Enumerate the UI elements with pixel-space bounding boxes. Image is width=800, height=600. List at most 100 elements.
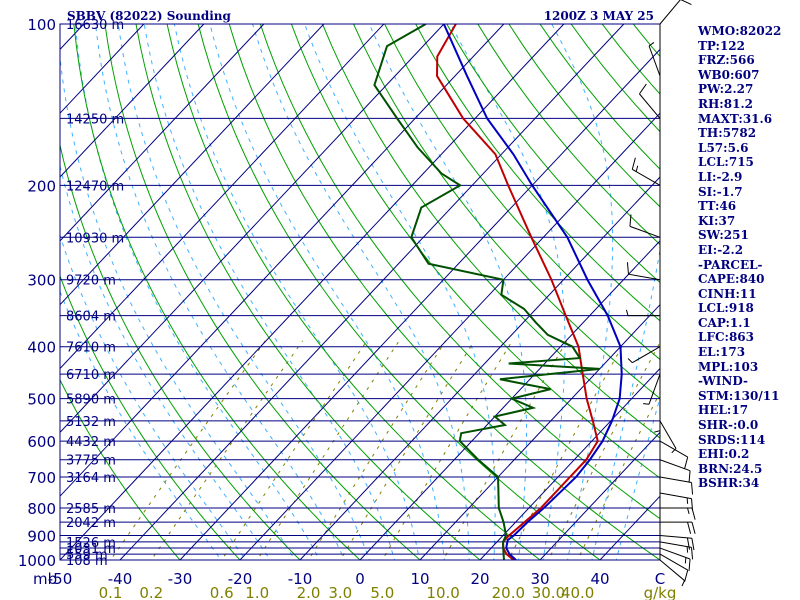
index-item: MPL:103 — [698, 359, 759, 374]
height-label: 108 m — [66, 554, 108, 569]
temperature-tick-label: -50 — [48, 570, 73, 588]
wind-barb — [659, 534, 695, 551]
isotherm — [119, 24, 625, 560]
moist-adiabat — [173, 24, 420, 560]
index-item: BRN:24.5 — [698, 461, 763, 476]
wind-barb — [631, 157, 661, 186]
wind-barb — [643, 373, 661, 405]
wind-barb-staff — [659, 440, 688, 458]
temperature-tick-label: -10 — [288, 570, 313, 588]
isotherm — [0, 24, 24, 560]
mixing-ratio-line — [547, 341, 660, 560]
wind-barb-flag — [687, 507, 690, 514]
dry-adiabat — [60, 378, 181, 560]
moist-adiabat — [209, 24, 445, 560]
wind-barb-staff — [632, 346, 661, 364]
wind-barb-staff — [659, 534, 692, 539]
wind-barb-flag — [687, 522, 692, 534]
wind-barb-flag — [686, 497, 689, 504]
pressure-unit-label: mb — [33, 570, 57, 588]
plot-area — [0, 24, 660, 560]
wind-barb-flag — [684, 569, 689, 582]
wind-barb-staff — [639, 93, 661, 119]
height-label: 14250 m — [66, 112, 124, 127]
index-item: TP:122 — [698, 38, 746, 53]
wind-barb-flag — [639, 83, 647, 95]
wind-barb-flag — [648, 42, 655, 47]
wind-barb-flag — [627, 358, 633, 364]
isotherm — [479, 367, 660, 560]
wind-barb-flag — [680, 0, 692, 6]
wind-barb-flag — [688, 558, 691, 572]
moist-adiabat — [252, 24, 470, 560]
wind-barb-staff — [632, 168, 661, 186]
temperature-tick-label: 40 — [590, 570, 609, 588]
index-item: -WIND- — [698, 374, 748, 389]
index-item: SHR-:0.0 — [698, 418, 759, 433]
pressure-tick-label: 700 — [27, 469, 56, 487]
wind-barb-flag — [626, 262, 629, 275]
wind-barb-staff — [628, 273, 661, 281]
isotherm — [60, 24, 385, 370]
index-item: EHI:0.2 — [698, 447, 750, 462]
station-title: SBBV (82022) Sounding — [67, 9, 232, 23]
wind-barb-flag — [625, 309, 629, 316]
moist-adiabat — [95, 24, 346, 560]
index-item: BSHR:34 — [698, 476, 760, 491]
height-label: 12470 m — [66, 179, 124, 194]
dry-adiabat — [60, 274, 241, 560]
height-label: 2585 m — [66, 502, 116, 517]
wind-barb-staff — [659, 420, 677, 449]
height-label: 6710 m — [66, 368, 116, 383]
moist-adiabat — [60, 233, 247, 560]
parcel-profile — [442, 24, 623, 560]
wind-barb-staff — [648, 373, 661, 405]
index-item: WB0:607 — [698, 67, 760, 82]
moist-adiabat — [143, 24, 395, 560]
wind-barb — [659, 559, 685, 587]
moist-adiabat — [368, 24, 527, 560]
pressure-tick-label: 200 — [27, 177, 56, 195]
moist-adiabat — [60, 164, 271, 560]
mixing-ratio-tick-label: 2.0 — [297, 584, 321, 600]
index-item: LCL:715 — [698, 155, 754, 170]
temperature-tick-label: C — [655, 570, 665, 588]
wind-barb-staff — [648, 45, 661, 77]
index-item: SW:251 — [698, 228, 749, 243]
isotherm — [419, 303, 660, 560]
index-item: TH:5782 — [698, 126, 757, 141]
index-item: STM:130/11 — [698, 388, 780, 403]
index-item: LI:-2.9 — [698, 169, 743, 184]
index-item: WMO:82022 — [698, 24, 782, 38]
height-label: 3164 m — [66, 471, 116, 486]
height-label: 4432 m — [66, 435, 116, 450]
dry-adiabat — [104, 24, 421, 560]
wind-barb — [659, 492, 694, 511]
wind-barb-staff — [659, 547, 691, 560]
indices-panel: WMO:82022 TP:122 FRZ:566 WB0:607 PW:2.27 RH:8… — [698, 24, 798, 491]
moist-adiabat — [74, 24, 321, 560]
dry-adiabat — [135, 24, 481, 560]
isotherm — [60, 24, 325, 306]
wind-barb-flag — [671, 448, 677, 454]
wind-barb-flag — [691, 547, 694, 560]
pressure-tick-label: 500 — [27, 391, 56, 409]
pressure-tick-label: 400 — [27, 339, 56, 357]
isotherm — [60, 24, 565, 560]
wind-barb-flag — [654, 430, 661, 433]
wind-barb — [627, 346, 661, 364]
index-item: HEL:17 — [698, 403, 749, 418]
moist-adiabat — [60, 52, 296, 560]
temperature-tick-label: 20 — [470, 570, 489, 588]
isotherm — [359, 240, 660, 560]
index-item: L57:5.6 — [698, 140, 749, 155]
pressure-tick-label: 900 — [27, 527, 56, 545]
wind-barb — [659, 553, 689, 582]
wind-barb-flag — [681, 580, 685, 587]
temperature-tick-label: 30 — [530, 570, 549, 588]
wind-barb — [629, 214, 661, 238]
height-label: 9720 m — [66, 274, 116, 289]
mixing-ratio-tick-label: 20.0 — [492, 584, 525, 600]
mixing-ratio-tick-label: 10.0 — [426, 584, 459, 600]
